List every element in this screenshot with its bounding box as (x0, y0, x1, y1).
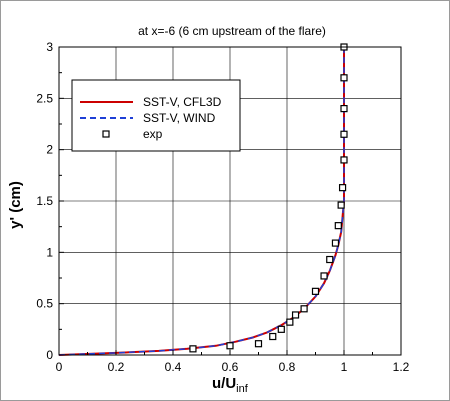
exp-data-point (269, 332, 277, 341)
y-tick-label: 1 (46, 245, 53, 259)
y-tick-label: 2 (46, 143, 53, 157)
exp-data-point (340, 74, 348, 82)
exp-data-point (300, 305, 308, 313)
exp-data-point (311, 287, 320, 295)
exp-data-point (331, 239, 340, 247)
x-tick-label: 0.4 (165, 360, 182, 374)
series-line-2 (58, 47, 345, 356)
exp-data-point (277, 325, 285, 333)
exp-data-point (340, 130, 348, 138)
x-axis-label: u/Uinf (212, 375, 249, 395)
legend-label-3: exp (143, 127, 163, 141)
exp-data-point (254, 340, 263, 348)
x-tick-label: 0.8 (279, 360, 296, 374)
chart-title: at x=-6 (6 cm upstream of the flare) (138, 24, 326, 38)
y-axis-label: y' (cm) (7, 181, 24, 229)
exp-data-point (226, 342, 234, 350)
exp-data-point (334, 222, 342, 230)
x-tick-label: 0 (56, 360, 63, 374)
x-tick-label: 1 (341, 360, 348, 374)
exp-points (189, 43, 348, 353)
axis-ticks: 0 0.2 0.4 0.6 0.8 1 1.2 0 0.5 1 1.5 2 2.5 3 (36, 40, 409, 374)
exp-data-point (286, 318, 294, 326)
legend-marker-exp (102, 130, 110, 138)
legend-label-1: SST-V, CFL3D (143, 95, 222, 109)
y-tick-label: 0 (46, 348, 53, 362)
exp-data-point (291, 311, 300, 319)
plot-curves (58, 47, 345, 356)
exp-data-point (340, 156, 348, 164)
exp-data-point (340, 104, 348, 113)
exp-data-point (338, 184, 347, 192)
x-tick-label: 0.6 (222, 360, 239, 374)
y-tick-label: 3 (46, 40, 53, 54)
x-axis-label-main: u/U (212, 375, 236, 392)
y-tick-label: 0.5 (36, 297, 53, 311)
exp-data-point (320, 272, 328, 280)
exp-data-point (189, 345, 197, 353)
y-tick-label: 1.5 (36, 194, 53, 208)
exp-data-point (337, 201, 345, 209)
x-axis-label-subscript: inf (236, 383, 249, 395)
x-tick-label: 1.2 (393, 360, 410, 374)
exp-data-point (326, 255, 334, 264)
legend-label-2: SST-V, WIND (143, 111, 216, 125)
y-tick-label: 2.5 (36, 91, 53, 105)
legend: SST-V, CFL3D SST-V, WIND exp (71, 79, 241, 152)
legend-box (71, 79, 241, 152)
x-tick-label: 0.2 (108, 360, 125, 374)
